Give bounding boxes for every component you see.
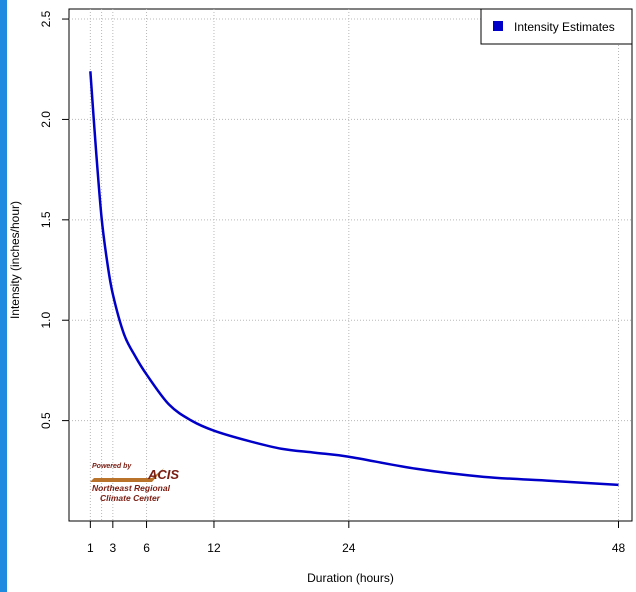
intensity-series-line: [89, 71, 619, 487]
y-axis: 0.5 1.0 1.5 2.0 2.5: [39, 10, 69, 429]
legend-label: Intensity Estimates: [514, 20, 615, 34]
y-tick-label: 1.5: [39, 211, 53, 228]
y-tick-label: 1.0: [39, 312, 53, 329]
logo-swoosh: [90, 468, 164, 482]
acis-logo: Powered by ACIS Northeast Regional Clima…: [90, 463, 179, 503]
x-tick-label: 24: [342, 541, 356, 555]
x-tick-label: 3: [109, 541, 116, 555]
y-tick-label: 0.5: [39, 412, 53, 429]
legend-box: [480, 8, 633, 45]
legend: Intensity Estimates: [480, 8, 633, 45]
x-tick-label: 12: [207, 541, 221, 555]
left-accent-bar: [0, 0, 7, 592]
x-tick-label: 1: [87, 541, 94, 555]
logo-acis: ACIS: [147, 467, 179, 482]
logo-powered-by: Powered by: [92, 463, 132, 470]
grid-lines: [69, 9, 632, 521]
x-axis: 1 3 6 12 24 48: [87, 521, 626, 555]
x-tick-label: 48: [612, 541, 626, 555]
y-tick-label: 2.5: [39, 10, 53, 27]
logo-line1: Northeast Regional: [92, 483, 171, 493]
x-axis-label: Duration (hours): [307, 571, 394, 585]
y-axis-label: Intensity (inches/hour): [8, 201, 22, 319]
logo-line2: Climate Center: [100, 493, 161, 503]
legend-swatch: [493, 21, 503, 31]
y-tick-label: 2.0: [39, 111, 53, 128]
x-tick-label: 6: [143, 541, 150, 555]
plot-frame: [68, 8, 633, 522]
